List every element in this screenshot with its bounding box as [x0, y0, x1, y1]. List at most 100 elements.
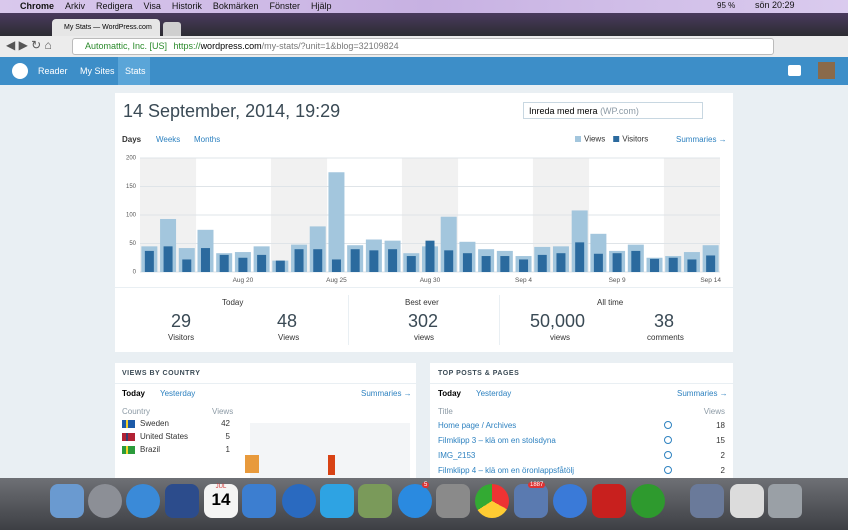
dock-preferences[interactable]	[436, 484, 470, 518]
nav-reader[interactable]: Reader	[38, 66, 68, 76]
day-tab[interactable]: Today	[122, 389, 145, 398]
bar	[537, 254, 547, 272]
period-tab[interactable]: Days	[122, 135, 142, 144]
post-search-icon[interactable]	[664, 421, 672, 429]
dock-twitter[interactable]	[320, 484, 354, 518]
divider	[115, 287, 733, 288]
bar	[331, 259, 341, 272]
period-tab[interactable]: Months	[194, 135, 221, 144]
country-name: Brazil	[140, 445, 161, 454]
menu-item[interactable]: Bokmärken	[212, 1, 259, 11]
post-search-icon[interactable]	[664, 436, 672, 444]
divider	[430, 383, 733, 384]
bar	[182, 259, 192, 272]
bar	[406, 256, 416, 272]
divider	[348, 295, 349, 345]
flag	[122, 446, 135, 454]
dock-app[interactable]	[165, 484, 199, 518]
new-tab[interactable]	[163, 22, 181, 36]
dock-photos[interactable]	[358, 484, 392, 518]
menu-item[interactable]: Historik	[171, 1, 202, 11]
clock[interactable]: sön 20:29	[755, 0, 795, 10]
summary-title: Best ever	[405, 298, 439, 307]
card-title: VIEWS BY COUNTRY	[122, 370, 201, 377]
dock-finder[interactable]	[50, 484, 84, 518]
dock-acrobat[interactable]	[592, 484, 626, 518]
wp-logo[interactable]	[12, 63, 28, 79]
bar	[200, 248, 210, 272]
x-tick-label: Sep 9	[609, 277, 626, 284]
notifications[interactable]	[788, 65, 801, 76]
nav-stats[interactable]: Stats	[125, 66, 146, 76]
menu-item[interactable]: Fönster	[269, 1, 300, 11]
day-tab[interactable]: Yesterday	[476, 389, 512, 398]
summary-value: 38	[654, 311, 675, 331]
legend-swatch	[613, 136, 620, 142]
nav-my-sites[interactable]: My Sites	[80, 66, 115, 76]
dock-quicktime[interactable]	[282, 484, 316, 518]
dock-launchpad[interactable]	[88, 484, 122, 518]
column-header: Title	[438, 407, 453, 416]
bar	[425, 240, 435, 272]
dock-mail[interactable]: 1887	[514, 482, 548, 518]
dock-app[interactable]	[631, 484, 665, 518]
x-tick-label: Aug 20	[233, 277, 254, 284]
dock-calendar[interactable]: JUL 14	[204, 484, 238, 518]
period-tab[interactable]: Weeks	[156, 135, 181, 144]
dock-folder[interactable]	[690, 484, 724, 518]
wp-admin-bar: Reader My Sites Stats	[0, 57, 848, 85]
legend-label: Visitors	[622, 135, 648, 144]
bar	[350, 249, 360, 272]
country-views: 1	[225, 445, 230, 454]
avatar[interactable]	[818, 62, 835, 79]
dock-app-store[interactable]: 5	[398, 482, 432, 518]
flag	[122, 420, 135, 428]
dock-app[interactable]	[242, 484, 276, 518]
bar	[313, 249, 323, 272]
menu-item[interactable]: Redigera	[96, 1, 133, 11]
url-field[interactable]: Automattic, Inc. [US] https://wordpress.…	[72, 38, 774, 55]
menu-item[interactable]: Chrome	[20, 1, 55, 11]
menu-item[interactable]: Hjälp	[310, 1, 332, 11]
bar	[462, 253, 472, 272]
bar	[575, 242, 585, 272]
browser-tab[interactable]: My Stats — WordPress.com	[52, 19, 160, 36]
dock-itunes[interactable]	[553, 484, 587, 518]
post-title[interactable]: IMG_2153	[438, 451, 476, 460]
summaries-link[interactable]: Summaries →	[676, 135, 727, 144]
divider	[499, 295, 500, 345]
badge: 5	[422, 482, 430, 488]
battery: 95 %	[717, 1, 736, 10]
y-tick-label: 100	[126, 213, 137, 219]
dock-stack[interactable]	[730, 484, 764, 518]
summaries-link[interactable]: Summaries →	[677, 389, 728, 398]
bar	[219, 254, 229, 272]
y-tick-label: 150	[126, 184, 137, 190]
post-title[interactable]: Filmklipp 3 – klä om en stolsdyna	[438, 436, 556, 445]
nav-buttons[interactable]: ◀ ▶ ↻ ⌂	[6, 38, 52, 52]
bar	[163, 246, 173, 272]
bar	[631, 250, 641, 272]
site-select[interactable]: Inreda med mera (WP.com)	[523, 102, 703, 119]
bar	[238, 257, 248, 272]
menu-item[interactable]: Visa	[143, 1, 161, 11]
dock-safari[interactable]	[126, 484, 160, 518]
divider	[115, 383, 416, 384]
post-title[interactable]: Home page / Archives	[438, 421, 517, 430]
day-tab[interactable]: Yesterday	[160, 389, 196, 398]
post-title[interactable]: Filmklipp 4 – klä om en öronlappsfåtölj	[438, 466, 575, 475]
nav-stats-active[interactable]	[118, 57, 150, 85]
post-search-icon[interactable]	[664, 466, 672, 474]
dock-chrome[interactable]	[475, 484, 509, 518]
dock-trash[interactable]	[768, 484, 802, 518]
site-note: (WP.com)	[600, 106, 639, 116]
country-name: Sweden	[140, 419, 169, 428]
bar	[668, 257, 678, 272]
day-tab[interactable]: Today	[438, 389, 461, 398]
summaries-link[interactable]: Summaries →	[361, 389, 412, 398]
post-views: 18	[716, 421, 725, 430]
menu-item[interactable]: Arkiv	[65, 1, 86, 11]
x-tick-label: Sep 14	[700, 277, 721, 284]
post-search-icon[interactable]	[664, 451, 672, 459]
